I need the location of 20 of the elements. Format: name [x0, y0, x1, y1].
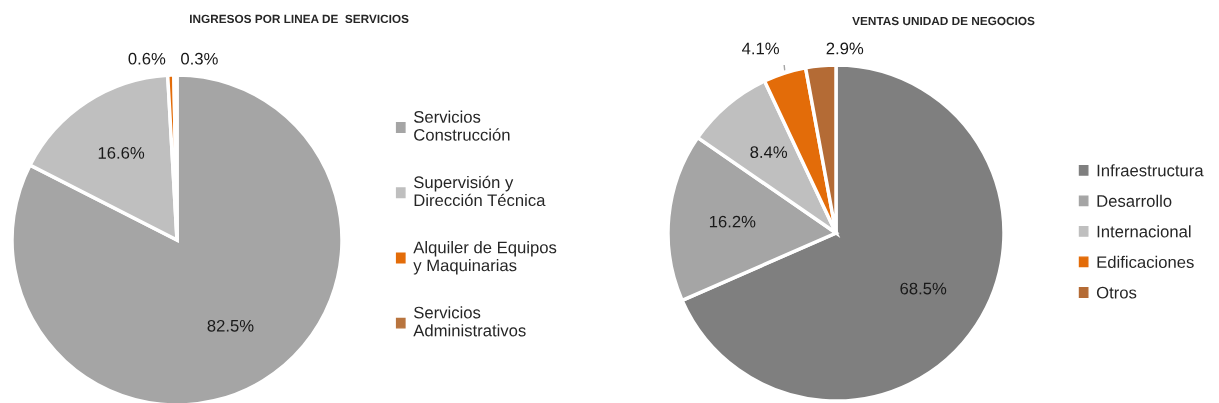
chart-title: VENTAS UNIDAD DE NEGOCIOS [852, 16, 1035, 26]
data-label: 68.5% [900, 282, 947, 295]
data-label: 16.6% [98, 146, 145, 159]
data-label: 0.6% [128, 52, 166, 65]
data-label: 2.9% [826, 42, 864, 55]
legend-label: Servicios Administrativos [413, 306, 526, 337]
legend-label: Supervisión y Dirección Técnica [414, 175, 546, 207]
legend-label: Edificaciones [1097, 255, 1194, 269]
data-label: 0.3% [181, 52, 218, 65]
data-label: 8.4% [750, 146, 788, 159]
legend-label: Otros [1096, 286, 1137, 299]
data-label: 4.1% [741, 42, 780, 55]
legend-label: Infraestructura [1097, 164, 1204, 177]
legend-label: Alquiler de Equipos y Maquinarias [413, 241, 557, 275]
legend-label: Internacional [1097, 225, 1191, 238]
legend-label: Servicios Construcción [414, 110, 510, 141]
data-label: 82.5% [207, 319, 254, 332]
chart-title: INGRESOS POR LINEA DE SERVICIOS [190, 14, 409, 24]
data-label: 16.2% [709, 215, 756, 228]
legend-label: Desarrollo [1097, 194, 1172, 207]
